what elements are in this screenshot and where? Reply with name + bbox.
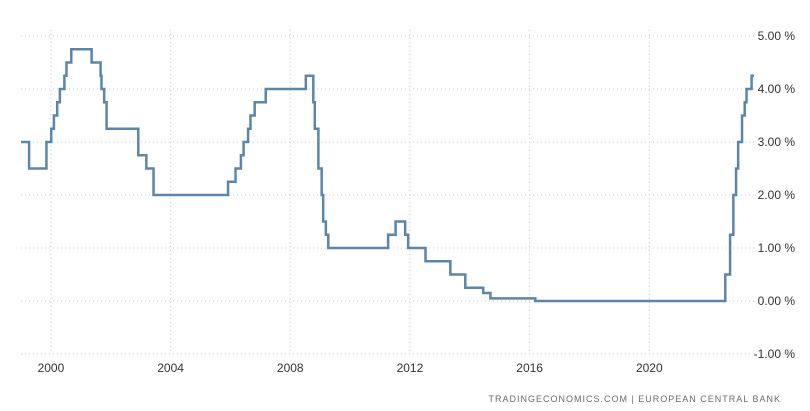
y-axis-ticks: 5.00 % 4.00 % 3.00 % 2.00 % 1.00 % 0.00 % -1.0…: [754, 29, 796, 361]
y-tick-label: 0.00 %: [758, 294, 796, 308]
source-credit: TRADINGECONOMICS.COM | EUROPEAN CENTRAL …: [488, 394, 781, 404]
y-tick-label: 1.00 %: [758, 241, 796, 255]
x-tick-label: 2004: [157, 361, 184, 375]
y-tick-label: 4.00 %: [758, 82, 796, 96]
x-tick-label: 2000: [38, 361, 65, 375]
y-tick-label: 3.00 %: [758, 135, 796, 149]
y-tick-label: -1.00 %: [754, 347, 796, 361]
x-axis-ticks: 2000 2004 2008 2012 2016 2020: [38, 361, 663, 375]
y-tick-label: 5.00 %: [758, 29, 796, 43]
series-line: [21, 48, 755, 303]
x-tick-label: 2016: [516, 361, 543, 375]
y-tick-label: 2.00 %: [758, 188, 796, 202]
x-gridlines: [50, 30, 650, 354]
series-layer: [21, 48, 755, 303]
y-gridlines: [21, 35, 757, 355]
x-tick-label: 2020: [636, 361, 663, 375]
x-tick-label: 2008: [277, 361, 304, 375]
x-tick-label: 2012: [397, 361, 424, 375]
